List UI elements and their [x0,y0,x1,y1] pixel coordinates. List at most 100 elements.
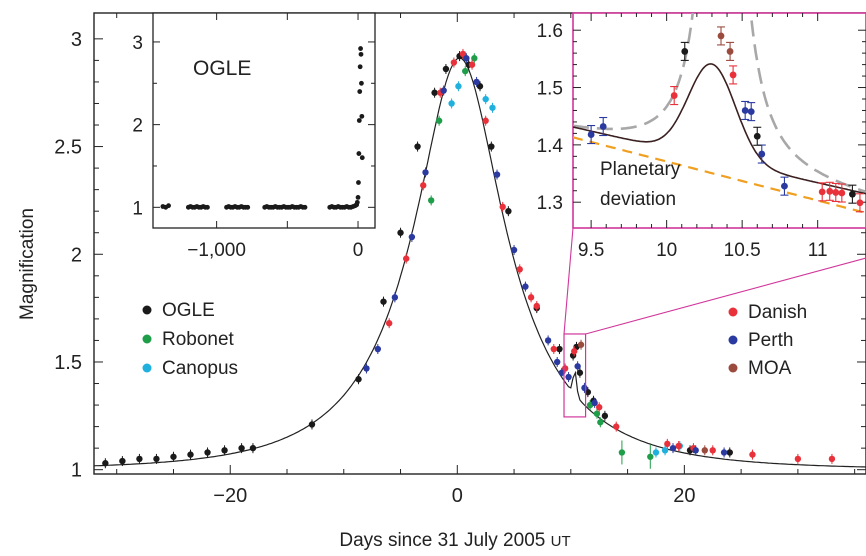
planetary-inset-y-tick-label: 1.5 [537,79,563,100]
data-point-danish [533,302,540,310]
planetary-inset-x-tick-label: 9.5 [578,240,604,261]
data-point-moa [717,32,725,40]
planetary-deviation-label-line2: deviation [600,189,676,210]
data-point-ogle [442,65,450,73]
data-point-ogle [205,204,210,210]
data-point-danish [749,451,756,458]
data-point-danish [516,266,523,273]
legend-marker-danish [728,307,738,317]
x-axis-title-main: Days since 31 July 2005 [339,530,545,551]
planetary-deviation-label-line1: Planetary [600,159,681,180]
data-point-robonet [435,117,443,124]
data-point-danish [450,59,458,66]
legend-label-moa: MOA [748,358,792,379]
data-point-danish [670,92,678,99]
data-point-perth [587,131,595,138]
zoom-connector [563,227,866,335]
data-point-ogle [356,180,361,185]
y-tick-label: 1.5 [54,352,82,374]
main-plot: −20 0 2011.522.53OGLERobonetCanopusDanishP… [54,12,866,507]
data-point-canopus [661,447,669,454]
data-point-ogle [488,143,495,150]
data-point-ogle [357,89,363,94]
data-point-ogle [136,455,143,463]
legend-label-canopus: Canopus [162,358,238,379]
data-point-ogle [505,207,512,215]
planetary-deviation-inset: 9.5 10 10.5 11 1.3 1.4 1.5 1.6 Planetary deviatio… [537,12,866,261]
legend-marker-ogle [142,305,152,315]
alternative-model [573,13,866,194]
data-point-perth [669,444,677,452]
data-point-ogle [166,203,171,209]
data-point-perth [720,449,728,456]
data-point-perth [440,87,447,94]
data-point-perth [554,358,561,366]
planetary-inset-y-tick-label: 1.6 [537,21,563,42]
legend-marker-moa [728,363,738,373]
data-point-ogle [397,229,404,236]
data-point-robonet [471,55,478,62]
data-point-ogle [584,388,592,396]
data-point-robonet [597,419,604,426]
chart-text: Days since 31 July 2005 UT Magnification [17,208,571,551]
data-point-danish [459,50,467,58]
data-point-ogle [356,151,362,156]
data-point-ogle [414,143,421,150]
data-point-ogle [359,155,365,161]
data-point-perth [758,150,766,158]
main-plot-frame [93,12,866,475]
data-point-perth [565,373,572,381]
data-point-perth [363,365,370,372]
ogle-inset-title: OGLE [193,57,251,80]
planetary-inset-x-tick-label: 11 [808,240,828,261]
data-point-perth [544,337,552,344]
data-point-moa [701,447,708,454]
data-point-ogle [245,204,251,210]
ogle-inset-y-tick-label: 1 [132,198,143,219]
data-point-danish [729,71,737,79]
data-point-perth [493,171,501,178]
data-point-ogle [153,455,160,463]
data-point-ogle [358,46,363,51]
data-point-ogle [358,51,364,57]
data-point-danish [709,447,716,454]
x-tick-label: 20 [673,485,695,507]
data-point-danish [613,423,620,430]
data-point-perth [591,399,598,407]
x-tick-label: 0 [452,485,463,507]
data-point-perth [747,108,755,116]
data-point-danish [828,455,836,463]
model-curve [93,57,866,468]
data-point-danish [596,404,603,411]
y-tick-label: 2.5 [54,137,82,159]
data-point-perth [408,233,416,241]
data-point-ogle [249,444,257,452]
legend-marker-canopus [142,363,152,373]
data-point-perth [374,345,382,353]
data-point-danish [420,182,427,189]
data-point-perth [574,363,581,370]
data-point-ogle [238,444,245,452]
data-point-danish [499,203,506,211]
data-point-danish [856,199,864,207]
data-point-danish [571,348,578,355]
x-tick-label: −20 [213,485,247,507]
data-point-ogle [431,89,438,96]
data-point-ogle [726,449,733,456]
y-axis-title: Magnification [17,208,38,320]
data-point-danish [818,188,826,196]
data-point-ogle [355,195,361,200]
planetary-inset-x-tick-label: 10.5 [724,240,761,261]
planetary-inset-y-tick-label: 1.3 [537,193,563,214]
data-point-robonet [462,67,469,75]
zoom-region-box [563,333,587,418]
data-point-ogle [476,83,484,90]
x-axis-title: Days since 31 July 2005 UT [339,530,570,551]
data-point-perth [463,55,470,62]
data-point-ogle [119,457,126,465]
data-point-perth [522,283,529,290]
legend-marker-perth [728,335,738,345]
data-point-ogle [102,460,109,467]
data-point-canopus [489,104,496,111]
